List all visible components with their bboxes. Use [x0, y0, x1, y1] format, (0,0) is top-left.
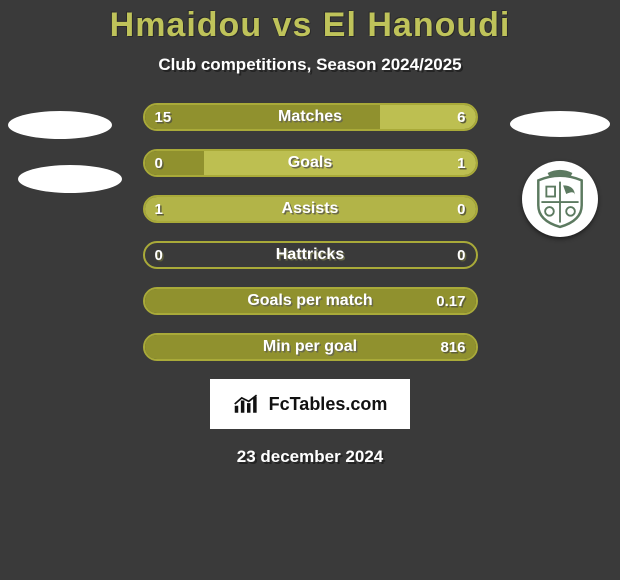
crest-icon	[529, 168, 591, 230]
stats-bars: Matches156 Goals01 Assists10 Hattricks0 0 Goa…	[143, 103, 478, 361]
stat-bar: Matches156	[143, 103, 478, 131]
fctables-mark-icon	[233, 392, 261, 416]
card-date: 23 december 2024	[0, 447, 620, 467]
stat-bar-seg-right	[204, 151, 475, 175]
player1-club-placeholder	[18, 165, 122, 193]
stat-bar-seg-right	[145, 335, 476, 359]
comparison-card: Hmaidou vs El Hanoudi Club competitions,…	[0, 0, 620, 580]
stat-bar-value-left: 0	[145, 243, 173, 267]
stat-bar-seg-left	[145, 151, 205, 175]
stat-bar: Assists10	[143, 195, 478, 223]
stat-bar-label: Hattricks	[145, 243, 476, 267]
stat-bar-seg-left	[145, 197, 476, 221]
player1-avatar-placeholder	[8, 111, 112, 139]
fctables-logo[interactable]: FcTables.com	[210, 379, 410, 429]
player2-club-crest	[522, 161, 598, 237]
fctables-text: FcTables.com	[269, 394, 388, 415]
stat-bar-value-right: 0	[447, 243, 475, 267]
stat-bar: Min per goal816	[143, 333, 478, 361]
stat-bar: Hattricks0 0	[143, 241, 478, 269]
card-title: Hmaidou vs El Hanoudi	[0, 6, 620, 45]
stat-bar-seg-left	[145, 105, 380, 129]
stat-bar-seg-right	[145, 289, 476, 313]
stat-bar-seg-right	[380, 105, 476, 129]
comparison-stage: Matches156 Goals01 Assists10 Hattricks0 0 Goa…	[0, 103, 620, 467]
card-subtitle: Club competitions, Season 2024/2025	[0, 55, 620, 75]
stat-bar: Goals per match0.17	[143, 287, 478, 315]
player2-avatar-placeholder	[510, 111, 610, 137]
stat-bar: Goals01	[143, 149, 478, 177]
